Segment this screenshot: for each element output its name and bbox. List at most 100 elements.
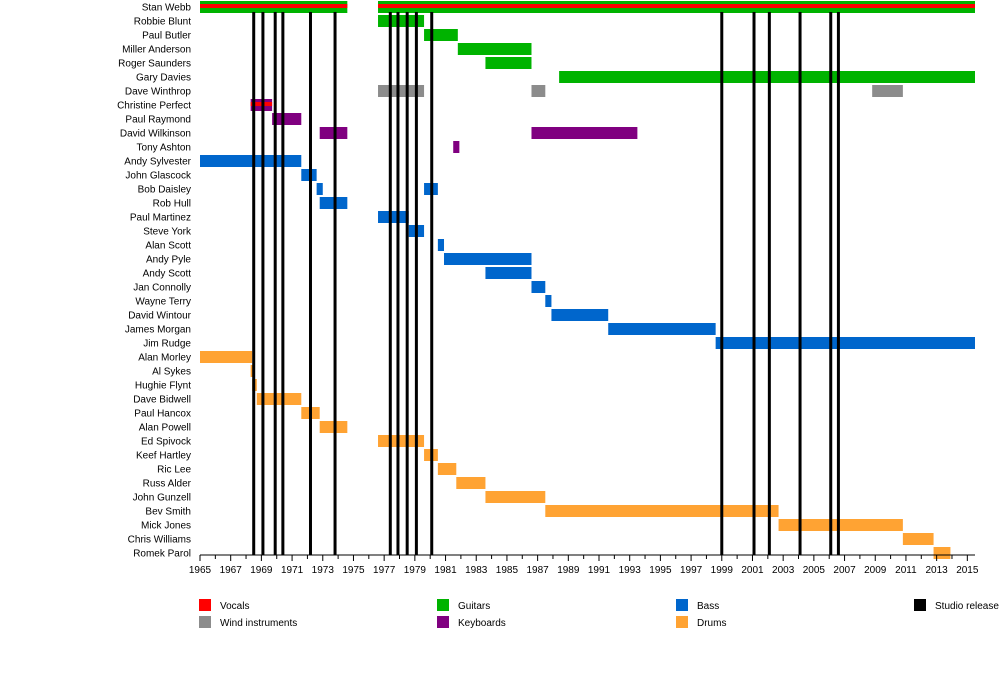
member-label: Chris Williams (128, 535, 191, 546)
member-bar-38 (319, 421, 348, 433)
member-bar-16 (531, 127, 638, 139)
member-label: Tony Ashton (137, 143, 191, 154)
member-bar-19 (301, 169, 317, 181)
member-bar-43 (485, 491, 546, 503)
member-bar-20 (316, 183, 323, 195)
member-label: Dave Winthrop (125, 87, 192, 98)
x-tick-label: 2001 (741, 565, 764, 576)
member-bar-47 (933, 547, 951, 559)
member-label: Ric Lee (157, 465, 191, 476)
member-label: Miller Anderson (122, 45, 191, 56)
x-tick-label: 1983 (465, 565, 488, 576)
legend-swatch (199, 616, 211, 628)
member-label: Alan Scott (145, 241, 191, 252)
member-label: Wayne Terry (135, 297, 191, 308)
member-bar-33 (200, 351, 253, 363)
x-tick-label: 1973 (312, 565, 335, 576)
member-bar-14 (272, 113, 302, 125)
legend-swatch (914, 599, 926, 611)
member-label: John Gunzell (133, 493, 191, 504)
member-bar-22 (319, 197, 348, 209)
member-bars (200, 1, 976, 559)
member-label: David Wilkinson (120, 129, 191, 140)
x-tick-label: 1987 (526, 565, 549, 576)
legend-label: Guitars (458, 601, 490, 612)
member-bar-25 (437, 239, 445, 251)
member-bar-7 (485, 57, 532, 69)
x-tick-label: 2007 (833, 565, 856, 576)
x-tick-label: 1991 (588, 565, 611, 576)
x-tick-label: 1989 (557, 565, 580, 576)
member-label: Stan Webb (142, 3, 192, 14)
member-bar-32 (715, 337, 975, 349)
legend-swatch (676, 616, 688, 628)
member-label: Ed Spivock (141, 437, 192, 448)
member-label: Christine Perfect (117, 101, 191, 112)
x-tick-label: 1995 (649, 565, 672, 576)
member-label: Romek Parol (133, 549, 191, 560)
legend-label: Keyboards (458, 618, 506, 629)
member-bar-31 (608, 323, 716, 335)
member-bar-42 (456, 477, 486, 489)
legend-swatch (437, 599, 449, 611)
x-tick-label: 1993 (619, 565, 642, 576)
member-bar-5 (424, 29, 458, 41)
legend-swatch (676, 599, 688, 611)
x-tick-label: 1969 (250, 565, 273, 576)
member-label: Al Sykes (152, 367, 191, 378)
member-label: Bev Smith (145, 507, 191, 518)
legend-label: Drums (697, 618, 726, 629)
member-label: Rob Hull (153, 199, 191, 210)
x-tick-label: 1979 (404, 565, 427, 576)
member-label: Alan Morley (138, 353, 191, 364)
member-bar-46 (902, 533, 934, 545)
member-label: Keef Hartley (136, 451, 191, 462)
legend-swatch (199, 599, 211, 611)
member-label: Andy Sylvester (124, 157, 191, 168)
legend-label: Studio release (935, 601, 999, 612)
member-label: Hughie Flynt (135, 381, 191, 392)
legend-swatch (437, 616, 449, 628)
member-label: Jim Rudge (143, 339, 191, 350)
member-label: David Wintour (128, 311, 191, 322)
x-tick-label: 2005 (803, 565, 826, 576)
x-tick-label: 2011 (895, 565, 917, 576)
x-axis: 1965 1967 1969 1971 1973 1975 1977 1979 1981 1983… (189, 554, 979, 576)
x-tick-label: 1965 (189, 565, 212, 576)
member-bar-15 (319, 127, 348, 139)
member-label: James Morgan (125, 325, 191, 336)
member-bar-10 (531, 85, 546, 97)
member-bar-23 (378, 211, 409, 223)
member-bar-41 (437, 463, 457, 475)
vocals-stripe-3 (378, 4, 976, 8)
member-bar-18 (200, 155, 302, 167)
x-tick-label: 2015 (956, 565, 979, 576)
member-label: Alan Powell (139, 423, 191, 434)
member-label: Roger Saunders (118, 59, 191, 70)
x-tick-label: 1997 (680, 565, 703, 576)
member-label: Paul Butler (142, 31, 192, 42)
member-label: Russ Alder (143, 479, 192, 490)
legend-label: Bass (697, 601, 719, 612)
member-bar-29 (545, 295, 552, 307)
x-tick-label: 2003 (772, 565, 795, 576)
member-bar-36 (256, 393, 302, 405)
x-tick-label: 2013 (926, 565, 949, 576)
member-label: Dave Bidwell (133, 395, 191, 406)
x-tick-label: 1967 (220, 565, 243, 576)
member-label: Robbie Blunt (134, 17, 191, 28)
member-label: Mick Jones (141, 521, 191, 532)
legend-label: Wind instruments (220, 618, 297, 629)
x-tick-label: 2009 (864, 565, 887, 576)
member-bar-34 (250, 365, 254, 377)
member-bar-45 (778, 519, 903, 531)
x-tick-label: 1977 (373, 565, 396, 576)
legend: Vocals Guitars Bass Studio release Wind inst… (199, 599, 999, 629)
member-bar-44 (545, 505, 779, 517)
member-label: John Glascock (125, 171, 192, 182)
member-bar-28 (531, 281, 546, 293)
member-bar-27 (485, 267, 532, 279)
member-label: Gary Davies (136, 73, 191, 84)
member-labels: Stan Webb Robbie Blunt Paul Butler Miller A… (117, 3, 192, 560)
